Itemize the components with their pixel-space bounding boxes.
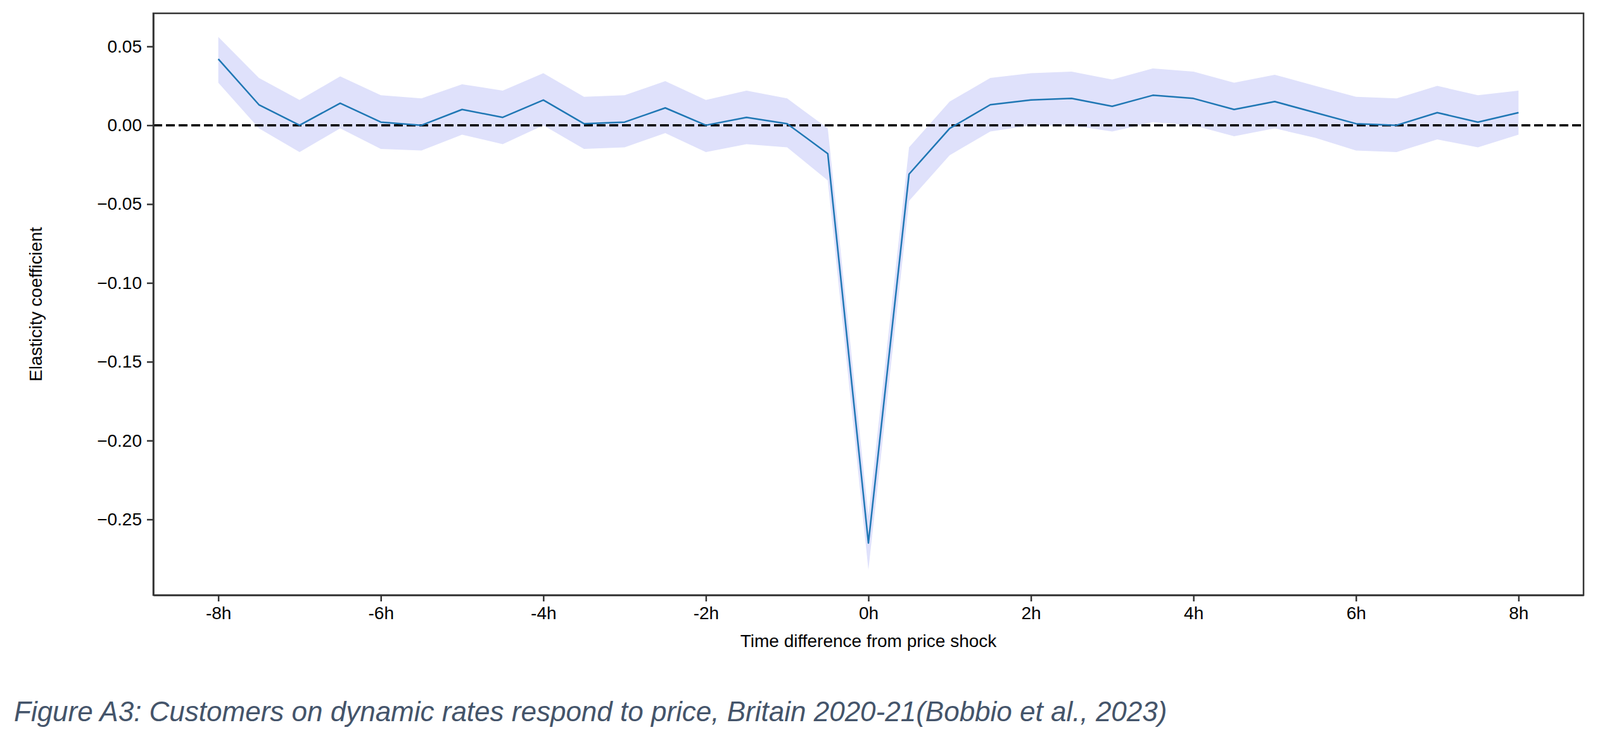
tick-label: -4h [530, 603, 557, 623]
tick-label: 8h [1508, 603, 1529, 623]
tick-label: 0.00 [107, 115, 143, 135]
y-axis: 0.05 0.00 −0.05 −0.10 −0.15 −0.20 −0.25 [96, 13, 154, 596]
tick: −0.25 [96, 509, 154, 529]
tick: -4h [530, 594, 557, 623]
tick-mark [146, 518, 154, 521]
tick: −0.05 [96, 193, 154, 214]
tick: 6h [1346, 594, 1367, 623]
tick-mark [380, 594, 382, 602]
tick: 0.00 [107, 115, 154, 135]
tick: -2h [693, 594, 719, 623]
tick: 8h [1508, 594, 1529, 623]
tick-mark [705, 594, 708, 602]
tick-label: 6h [1346, 603, 1367, 623]
tick-label: -2h [693, 603, 719, 623]
tick-mark [1518, 594, 1521, 602]
tick-label: −0.15 [96, 351, 142, 372]
tick-mark [146, 282, 154, 285]
tick-label: -8h [205, 603, 232, 623]
tick-mark [146, 124, 154, 127]
chart: -8h -6h -4h -2h 0h 2h 4h 6h 8h 0.05 0.00 −0.05 −0.10… [0, 0, 1600, 744]
tick-label: −0.25 [96, 509, 142, 529]
tick: 4h [1183, 594, 1204, 623]
confidence-band [218, 36, 1519, 570]
tick-mark [1355, 594, 1358, 602]
tick-mark [542, 594, 545, 602]
tick-label: -6h [368, 603, 394, 623]
tick-label: −0.05 [96, 193, 142, 214]
tick-label: −0.10 [96, 273, 142, 293]
x-axis: -8h -6h -4h -2h 0h 2h 4h 6h 8h [153, 594, 1585, 623]
caption: Figure A3: Customers on dynamic rates re… [13, 695, 1167, 727]
tick-label: 2h [1021, 603, 1042, 623]
tick: 0h [858, 594, 879, 623]
tick-label: 0.05 [107, 36, 143, 57]
tick-mark [1192, 594, 1195, 602]
tick-label: 4h [1183, 603, 1204, 623]
tick: 0.05 [107, 36, 154, 57]
plot: -8h -6h -4h -2h 0h 2h 4h 6h 8h 0.05 0.00 −0.05 −0.10… [96, 13, 1584, 623]
tick-mark [867, 594, 870, 602]
tick-label: −0.20 [96, 430, 142, 451]
tick: 2h [1021, 594, 1042, 623]
tick-mark [1030, 594, 1033, 602]
tick-mark [146, 203, 154, 206]
tick: -8h [205, 594, 232, 623]
plot-frame [153, 13, 1584, 595]
tick-label: 0h [858, 603, 879, 623]
x-axis-title: Time difference from price shock [740, 630, 998, 651]
tick: −0.10 [96, 273, 154, 293]
tick-mark [146, 439, 154, 442]
data-layer [153, 36, 1584, 570]
series-line [218, 58, 1519, 543]
tick-mark [217, 594, 220, 602]
tick: −0.15 [96, 351, 154, 372]
tick-mark [146, 45, 154, 48]
tick: -6h [368, 594, 394, 623]
tick: −0.20 [96, 430, 154, 451]
y-axis-title: Elasticity coefficient [25, 226, 46, 382]
tick-mark [146, 361, 154, 363]
